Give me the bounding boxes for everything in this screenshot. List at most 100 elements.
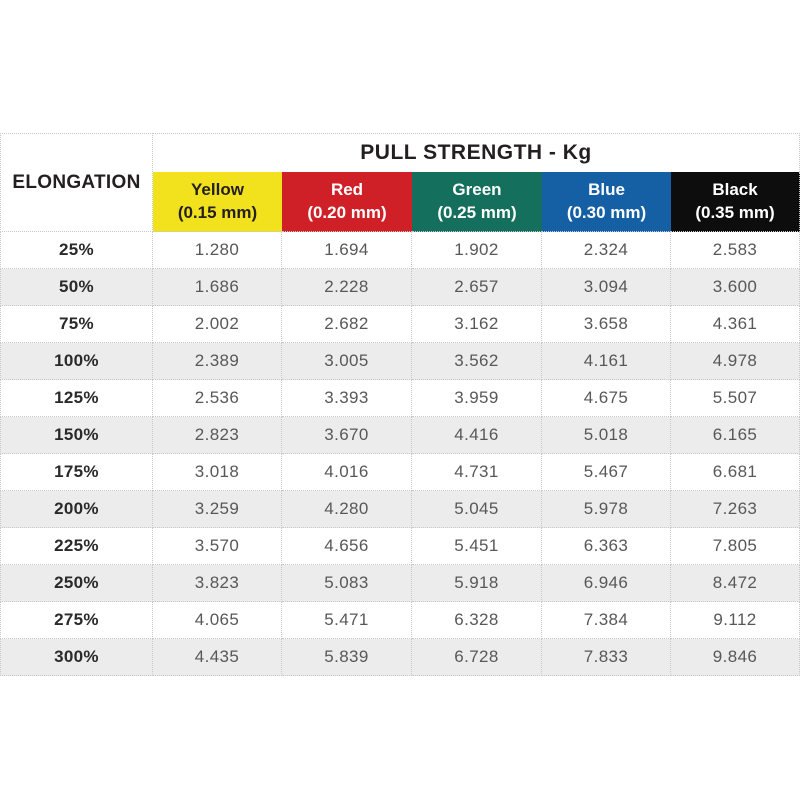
value-cell: 2.823 [153, 417, 282, 454]
value-cell: 4.361 [671, 306, 800, 343]
pull-strength-table: ELONGATION PULL STRENGTH - Kg Yellow (0.1… [0, 133, 800, 676]
value-cell: 8.472 [671, 565, 800, 602]
band-color-label: Green [452, 179, 502, 199]
band-color-label: Red [330, 179, 364, 199]
value-cell: 3.393 [282, 380, 412, 417]
value-cell: 3.005 [282, 343, 412, 380]
value-cell: 4.016 [282, 454, 412, 491]
band-thickness-label: (0.15 mm) [177, 202, 258, 222]
value-cell: 2.583 [671, 232, 800, 269]
elongation-cell: 125% [0, 380, 153, 417]
value-cell: 6.328 [412, 602, 542, 639]
value-cell: 4.435 [153, 639, 282, 676]
value-cell: 5.083 [282, 565, 412, 602]
value-cell: 4.656 [282, 528, 412, 565]
band-color-label: Blue [588, 179, 625, 199]
value-cell: 3.259 [153, 491, 282, 528]
table-title: PULL STRENGTH - Kg [153, 133, 800, 172]
value-cell: 6.946 [542, 565, 671, 602]
column-header-blue: Blue (0.30 mm) [542, 172, 671, 232]
elongation-cell: 275% [0, 602, 153, 639]
column-header-black: Black (0.35 mm) [671, 172, 800, 232]
elongation-cell: 300% [0, 639, 153, 676]
value-cell: 6.681 [671, 454, 800, 491]
table-row: 200% 3.259 4.280 5.045 5.978 7.263 [0, 491, 800, 528]
table-row: 125% 2.536 3.393 3.959 4.675 5.507 [0, 380, 800, 417]
column-header-red: Red (0.20 mm) [282, 172, 412, 232]
band-color-label: Black [712, 179, 758, 199]
elongation-cell: 250% [0, 565, 153, 602]
value-cell: 4.731 [412, 454, 542, 491]
value-cell: 1.902 [412, 232, 542, 269]
table-body: 25% 1.280 1.694 1.902 2.324 2.583 50% 1.686 2.22… [0, 232, 800, 676]
value-cell: 3.562 [412, 343, 542, 380]
table-row: 300% 4.435 5.839 6.728 7.833 9.846 [0, 639, 800, 676]
value-cell: 3.600 [671, 269, 800, 306]
value-cell: 5.018 [542, 417, 671, 454]
value-cell: 3.670 [282, 417, 412, 454]
elongation-cell: 75% [0, 306, 153, 343]
value-cell: 2.324 [542, 232, 671, 269]
value-cell: 6.728 [412, 639, 542, 676]
column-header-green: Green (0.25 mm) [412, 172, 542, 232]
value-cell: 4.978 [671, 343, 800, 380]
value-cell: 3.018 [153, 454, 282, 491]
value-cell: 5.507 [671, 380, 800, 417]
value-cell: 5.451 [412, 528, 542, 565]
table-row: 50% 1.686 2.228 2.657 3.094 3.600 [0, 269, 800, 306]
value-cell: 3.162 [412, 306, 542, 343]
value-cell: 5.045 [412, 491, 542, 528]
elongation-cell: 50% [0, 269, 153, 306]
column-header-yellow: Yellow (0.15 mm) [153, 172, 282, 232]
value-cell: 2.228 [282, 269, 412, 306]
elongation-cell: 100% [0, 343, 153, 380]
value-cell: 1.280 [153, 232, 282, 269]
value-cell: 5.467 [542, 454, 671, 491]
elongation-cell: 25% [0, 232, 153, 269]
value-cell: 5.839 [282, 639, 412, 676]
value-cell: 5.978 [542, 491, 671, 528]
value-cell: 3.959 [412, 380, 542, 417]
value-cell: 3.094 [542, 269, 671, 306]
value-cell: 4.065 [153, 602, 282, 639]
value-cell: 2.002 [153, 306, 282, 343]
table-row: 100% 2.389 3.005 3.562 4.161 4.978 [0, 343, 800, 380]
band-color-label: Yellow [191, 179, 244, 199]
table-row: 275% 4.065 5.471 6.328 7.384 9.112 [0, 602, 800, 639]
value-cell: 1.686 [153, 269, 282, 306]
table-row: 250% 3.823 5.083 5.918 6.946 8.472 [0, 565, 800, 602]
value-cell: 1.694 [282, 232, 412, 269]
band-thickness-label: (0.30 mm) [566, 202, 647, 222]
band-thickness-label: (0.35 mm) [695, 202, 775, 222]
table-row: 225% 3.570 4.656 5.451 6.363 7.805 [0, 528, 800, 565]
value-cell: 4.675 [542, 380, 671, 417]
color-header-row: Yellow (0.15 mm) Red (0.20 mm) Green (0.25 mm… [0, 172, 800, 232]
value-cell: 3.658 [542, 306, 671, 343]
value-cell: 5.918 [412, 565, 542, 602]
band-thickness-label: (0.25 mm) [437, 202, 517, 222]
value-cell: 5.471 [282, 602, 412, 639]
table-row: 150% 2.823 3.670 4.416 5.018 6.165 [0, 417, 800, 454]
value-cell: 2.657 [412, 269, 542, 306]
title-row: ELONGATION PULL STRENGTH - Kg [0, 133, 800, 232]
elongation-cell: 200% [0, 491, 153, 528]
elongation-cell: 150% [0, 417, 153, 454]
table-header: ELONGATION PULL STRENGTH - Kg Yellow (0.1… [0, 133, 800, 232]
elongation-cell: 225% [0, 528, 153, 565]
table-row: 75% 2.002 2.682 3.162 3.658 4.361 [0, 306, 800, 343]
value-cell: 7.384 [542, 602, 671, 639]
value-cell: 9.112 [671, 602, 800, 639]
table-row: 25% 1.280 1.694 1.902 2.324 2.583 [0, 232, 800, 269]
value-cell: 7.805 [671, 528, 800, 565]
elongation-cell: 175% [0, 454, 153, 491]
value-cell: 6.363 [542, 528, 671, 565]
elongation-header: ELONGATION [0, 133, 153, 232]
value-cell: 3.823 [153, 565, 282, 602]
value-cell: 4.161 [542, 343, 671, 380]
value-cell: 2.682 [282, 306, 412, 343]
band-thickness-label: (0.20 mm) [307, 202, 387, 222]
value-cell: 4.280 [282, 491, 412, 528]
value-cell: 3.570 [153, 528, 282, 565]
value-cell: 4.416 [412, 417, 542, 454]
